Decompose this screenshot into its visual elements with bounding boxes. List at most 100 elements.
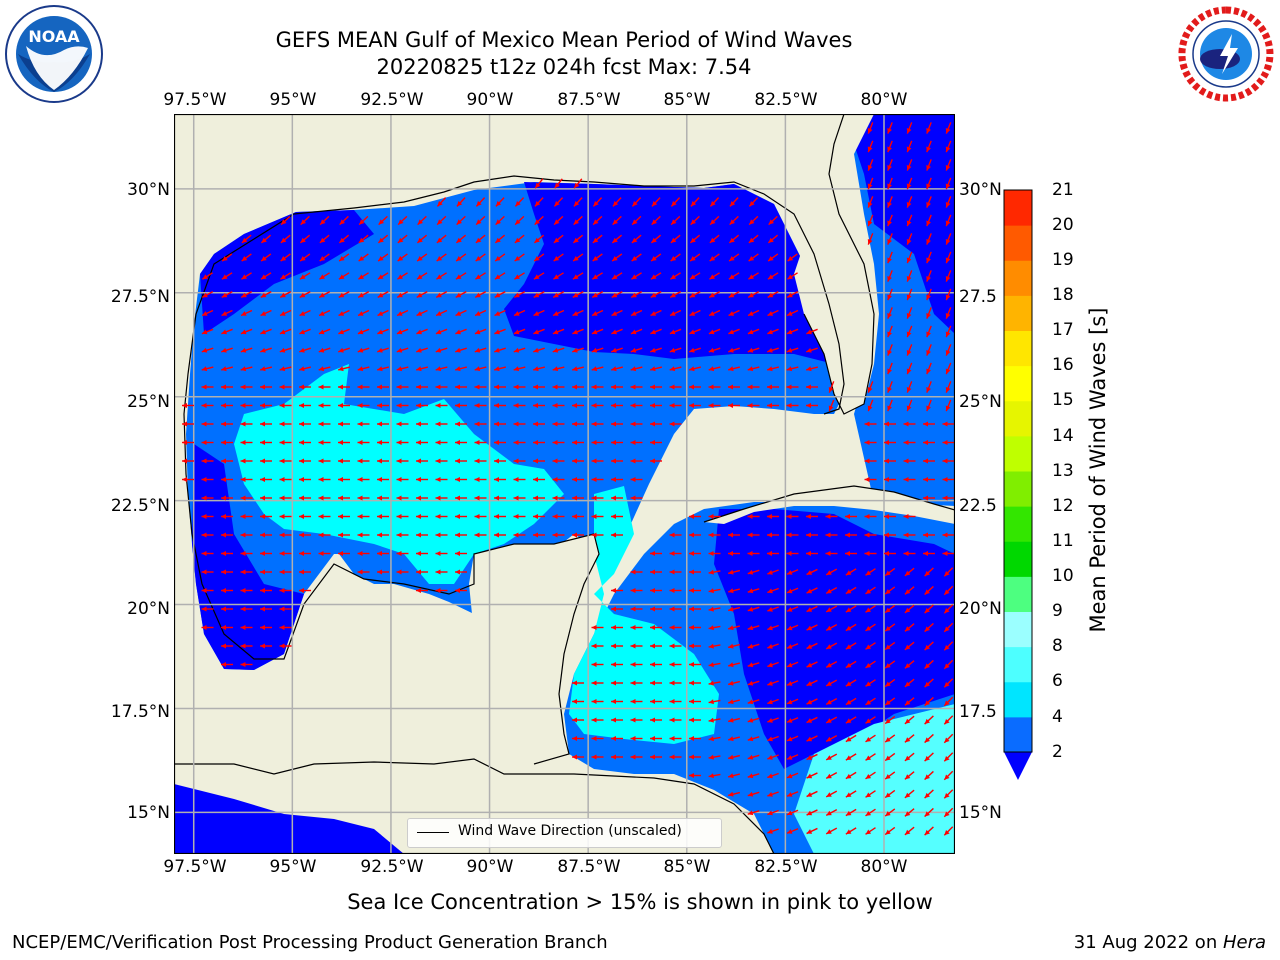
wind-wave-arrow [903,551,916,556]
wind-wave-arrow [924,807,934,818]
wind-wave-arrow [924,789,934,799]
wind-wave-arrow [494,291,506,298]
wind-wave-arrow [474,421,487,427]
wind-wave-arrow [669,588,682,593]
wind-wave-arrow [396,328,409,335]
wind-wave-arrow [650,328,662,335]
sea-ice-caption: Sea Ice Concentration > 15% is shown in … [0,890,1280,914]
wind-wave-arrow [299,440,311,445]
wind-wave-arrow [669,347,682,353]
wind-wave-arrow [552,291,565,298]
coastline-mexico [183,413,595,660]
wind-wave-arrow [436,197,447,207]
wind-wave-arrow [630,717,643,723]
wind-wave-arrow [630,625,643,630]
wind-wave-arrow [377,495,389,501]
wind-wave-arrow [397,234,408,244]
wind-wave-arrow [728,551,740,556]
wind-wave-arrow [924,585,934,596]
wind-wave-arrow [887,325,893,338]
wind-wave-arrow [630,440,643,445]
wind-wave-arrow [533,440,545,445]
colorbar-segment [1004,260,1032,296]
wind-wave-arrow [611,366,623,372]
wind-wave-arrow [299,403,311,408]
wind-wave-arrow [689,588,701,593]
wind-wave-arrow [825,642,838,650]
wind-wave-arrow [926,288,932,301]
lon-tick-top: 80°W [860,90,908,110]
wind-wave-arrow [436,272,447,280]
wind-wave-arrow [926,325,932,338]
wind-wave-arrow [904,678,915,688]
wind-wave-arrow [945,288,952,301]
wind-wave-arrow [475,215,486,226]
colorbar-tick: 19 [1052,250,1074,270]
wind-wave-arrow [767,551,779,556]
wind-wave-arrow [887,196,893,208]
wind-wave-arrow [611,440,623,445]
wind-wave-arrow [436,234,447,244]
wind-wave-arrow [806,624,818,631]
wind-wave-arrow [572,309,584,317]
wind-wave-arrow [396,532,409,538]
wind-wave-arrow [534,197,544,207]
wind-wave-arrow [926,251,932,264]
wind-wave-arrow [572,347,584,353]
wind-wave-arrow [318,532,331,538]
wind-wave-arrow [867,399,874,412]
wind-wave-arrow [455,234,467,244]
wind-wave-arrow [474,514,487,519]
wind-wave-arrow [279,532,292,538]
wind-wave-arrow [552,440,565,445]
lat-tick-left: 17.5°N [110,702,170,722]
wind-wave-arrow [926,344,932,356]
colorbar-segment [1004,330,1032,367]
wind-wave-arrow [786,809,799,816]
wind-wave-arrow [552,384,565,390]
wind-wave-arrow [926,399,932,412]
wind-wave-arrow [767,384,779,390]
wind-wave-arrow [358,253,369,262]
wind-wave-arrow [319,215,330,226]
wind-wave-arrow [240,588,253,593]
wind-wave-arrow [435,477,448,482]
wind-wave-arrow [552,366,565,372]
wind-wave-arrow [396,440,409,445]
wind-wave-arrow [572,328,584,335]
wind-wave-arrow [865,660,876,669]
wind-wave-arrow [887,362,893,375]
wind-wave-arrow [630,736,643,741]
wind-wave-arrow [924,622,934,633]
wind-wave-arrow [475,234,486,244]
wind-wave-arrow [884,789,896,799]
wind-wave-arrow [494,366,506,372]
wind-wave-arrow [650,588,662,593]
wind-wave-arrow [240,291,253,298]
wind-wave-arrow [767,291,779,298]
wind-wave-arrow [396,384,409,390]
colorbar-tick: 18 [1052,285,1074,305]
wind-wave-arrow [825,587,838,594]
wind-wave-arrow [689,625,701,630]
wind-wave-arrow [630,309,643,317]
wind-wave-arrow [552,347,565,353]
wind-wave-arrow [786,735,799,742]
wind-wave-arrow [767,272,779,280]
high-period-zones [234,364,955,854]
wind-wave-arrow [319,234,330,244]
wind-wave-arrow [650,440,662,445]
wind-wave-arrow [865,679,876,687]
wind-wave-arrow [887,270,893,282]
wind-wave-arrow [279,477,292,482]
lat-tick-right: 30°N [959,180,1002,200]
wind-wave-arrow [669,403,682,408]
wind-wave-arrow [767,587,779,594]
wind-wave-arrow [650,272,662,280]
wind-wave-arrow [670,272,681,280]
wind-wave-arrow [221,458,233,464]
wind-wave-arrow [612,197,622,207]
colorbar-segment [1004,716,1032,753]
wind-wave-arrow [630,662,643,667]
wind-wave-arrow [650,699,662,704]
